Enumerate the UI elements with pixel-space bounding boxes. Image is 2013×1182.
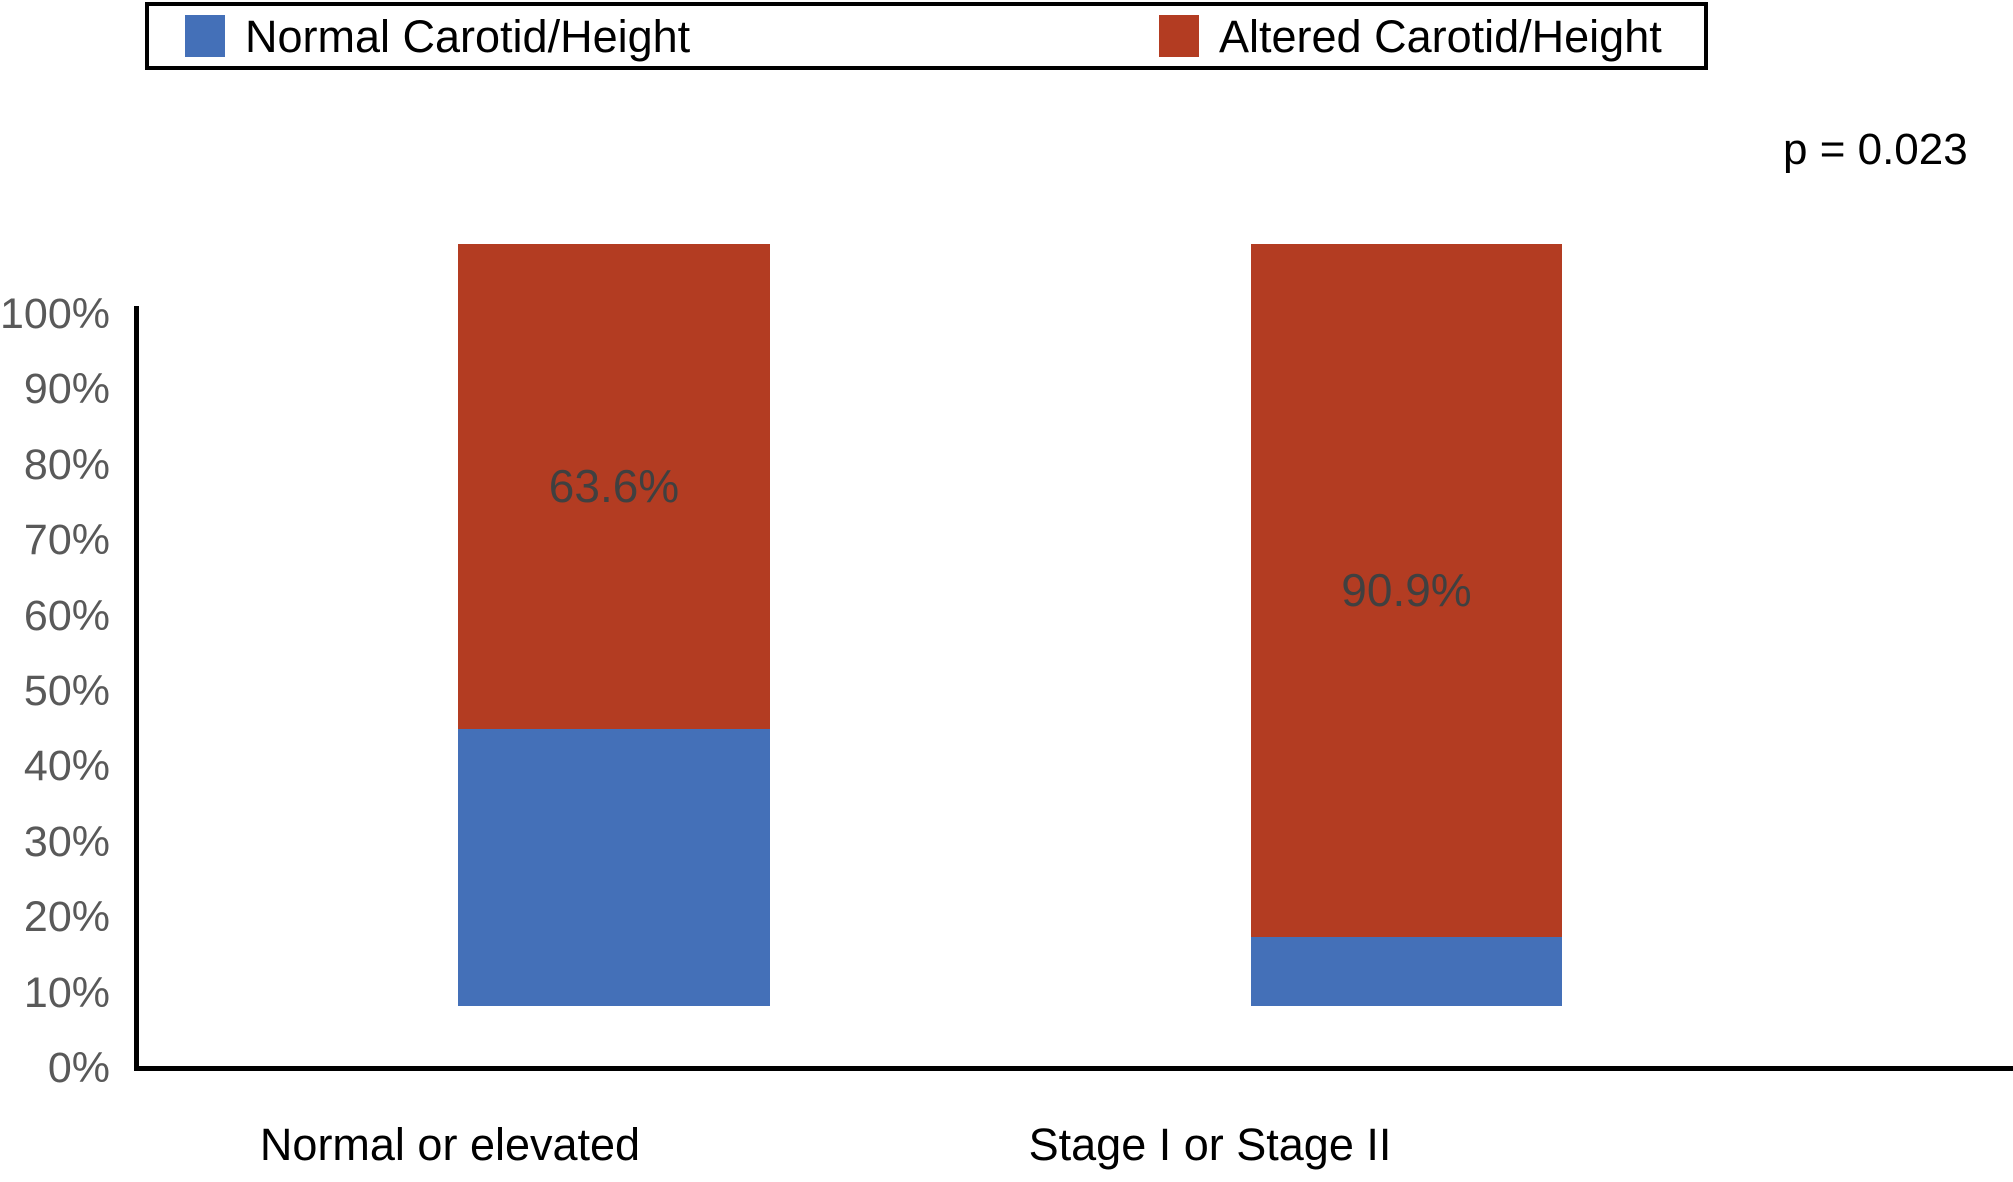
p-value-annotation: p = 0.023 — [1783, 125, 1968, 174]
bar-segment-value-label: 90.9% — [1341, 564, 1472, 617]
y-tick-label: 20% — [23, 893, 110, 942]
y-tick-label: 50% — [23, 667, 110, 715]
bar-stage-1-or-2: 90.9% — [1251, 244, 1562, 1006]
y-tick-label: 90% — [23, 365, 110, 414]
y-axis-line — [134, 306, 139, 1068]
bar-segment-normal — [1251, 936, 1562, 1006]
bar-segment-normal — [458, 728, 770, 1006]
legend-item-normal: Normal Carotid/Height — [185, 6, 690, 66]
y-tick-label: 100% — [0, 290, 110, 338]
legend-label-altered: Altered Carotid/Height — [1219, 10, 1662, 62]
legend-swatch-blue-icon — [185, 15, 225, 57]
y-tick-label: 60% — [23, 591, 110, 640]
bar-segment-value-label: 63.6% — [548, 460, 680, 513]
y-tick-label: 70% — [23, 516, 110, 565]
y-tick-label: 30% — [23, 817, 110, 866]
legend: Normal Carotid/Height Altered Carotid/He… — [145, 2, 1708, 70]
y-tick-label: 40% — [23, 742, 110, 791]
y-tick-label: 80% — [23, 440, 110, 489]
bar-segment-altered: 63.6% — [458, 244, 770, 729]
legend-item-altered: Altered Carotid/Height — [1159, 6, 1662, 66]
bar-segment-altered: 90.9% — [1251, 244, 1562, 937]
legend-label-normal: Normal Carotid/Height — [245, 10, 691, 62]
y-tick-label: 0% — [47, 1044, 110, 1092]
x-axis-line — [134, 1066, 2013, 1071]
legend-swatch-red-icon — [1159, 15, 1199, 57]
x-category-label-stage-1-or-2: Stage I or Stage II — [1028, 1119, 1392, 1170]
y-tick-label: 10% — [23, 968, 110, 1017]
bar-normal-or-elevated: 63.6% — [458, 244, 770, 1006]
x-category-label-normal-or-elevated: Normal or elevated — [259, 1119, 641, 1170]
